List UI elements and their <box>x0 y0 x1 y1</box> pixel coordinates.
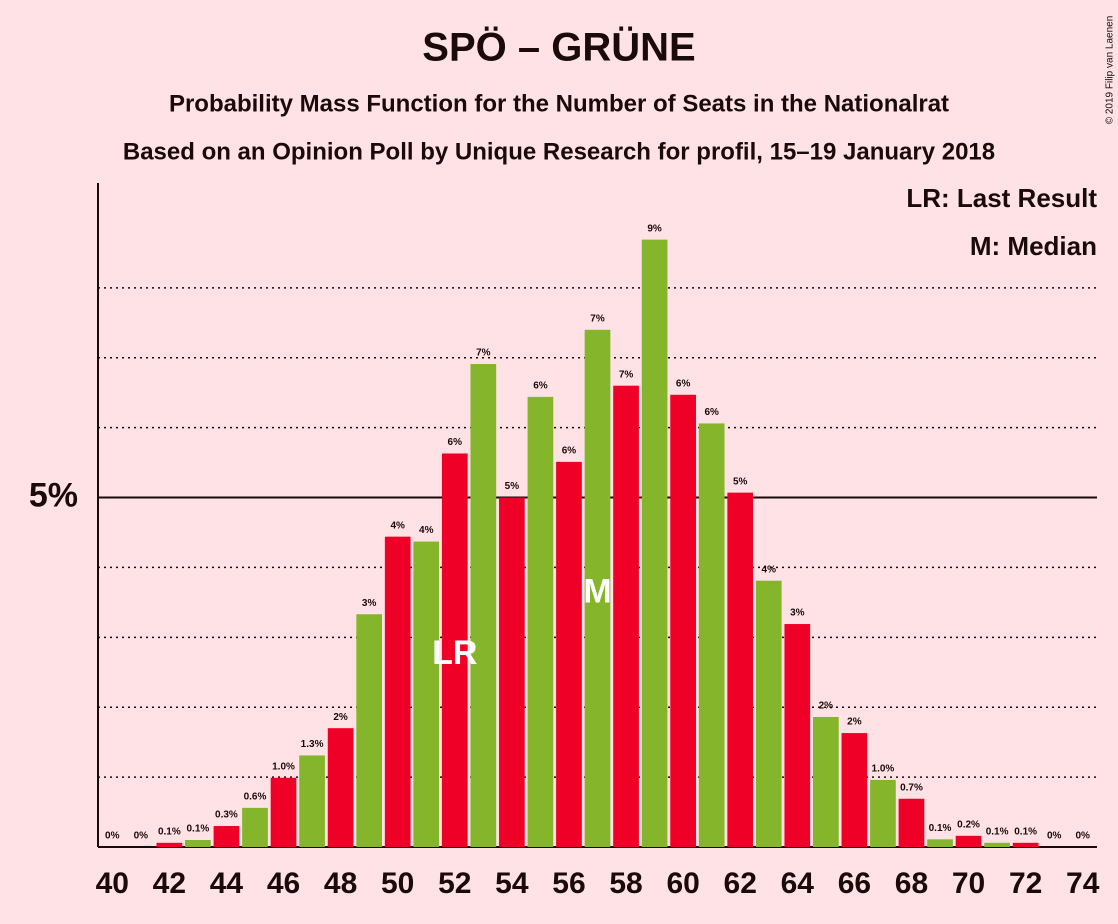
value-label: 0% <box>105 831 120 842</box>
value-label: 1.0% <box>872 764 895 775</box>
x-tick-label: 68 <box>895 867 928 900</box>
value-label: 7% <box>476 348 491 359</box>
value-label: 6% <box>704 407 719 418</box>
bar <box>698 423 725 847</box>
bar <box>755 580 782 847</box>
value-label: 4% <box>419 525 434 536</box>
x-tick-label: 62 <box>724 867 757 900</box>
chart-subtitle: Based on an Opinion Poll by Unique Resea… <box>123 138 995 165</box>
bar <box>527 396 554 847</box>
value-label: 6% <box>533 381 548 392</box>
bar <box>727 492 754 847</box>
x-tick-label: 60 <box>666 867 699 900</box>
x-tick-label: 56 <box>552 867 585 900</box>
value-label: 5% <box>733 476 748 487</box>
x-tick-label: 66 <box>838 867 871 900</box>
chart-title: SPÖ – GRÜNE <box>422 25 695 70</box>
x-tick-label: 44 <box>210 867 244 900</box>
value-label: 0% <box>134 831 149 842</box>
x-tick-label: 42 <box>153 867 186 900</box>
bar <box>841 733 868 847</box>
bar <box>185 840 211 847</box>
bar <box>784 624 811 847</box>
value-label: 7% <box>590 313 605 324</box>
value-label: 0.3% <box>215 810 238 821</box>
value-label: 1.0% <box>272 761 295 772</box>
x-tick-label: 72 <box>1009 867 1042 900</box>
x-tick-label: 74 <box>1066 867 1100 900</box>
bar <box>1012 842 1039 847</box>
value-label: 7% <box>619 369 634 380</box>
value-label: 0.1% <box>929 823 952 834</box>
x-tick-label: 64 <box>781 867 815 900</box>
x-tick-label: 52 <box>438 867 471 900</box>
value-label: 0% <box>1047 831 1062 842</box>
value-label: 9% <box>647 223 662 234</box>
x-tick-label: 46 <box>267 867 300 900</box>
value-label: 6% <box>448 437 463 448</box>
value-label: 2% <box>333 712 348 723</box>
value-label: 0.1% <box>187 824 210 835</box>
value-label: 3% <box>790 608 805 619</box>
value-label: 0.1% <box>1014 826 1037 837</box>
legend-entry: M: Median <box>970 231 1097 261</box>
bar <box>812 716 839 847</box>
value-label: 0.2% <box>957 819 980 830</box>
bar <box>584 329 611 848</box>
value-label: 1.3% <box>301 739 324 750</box>
x-tick-label: 70 <box>952 867 985 900</box>
bar <box>242 807 268 847</box>
value-label: 6% <box>676 378 691 389</box>
x-tick-label: 48 <box>324 867 357 900</box>
bar <box>384 536 411 847</box>
annotation: LR <box>432 634 477 672</box>
chart-subtitle: Probability Mass Function for the Number… <box>169 90 949 117</box>
value-label: 2% <box>847 717 862 728</box>
value-label: 0.1% <box>158 826 181 837</box>
bar <box>670 394 696 847</box>
bar <box>156 842 183 847</box>
copyright: © 2019 Filip van Laenen <box>1105 16 1116 125</box>
bar <box>470 364 497 847</box>
bar <box>556 461 582 847</box>
bar <box>413 541 440 847</box>
value-label: 0.6% <box>244 791 267 802</box>
bar <box>270 777 297 847</box>
x-tick-label: 40 <box>96 867 129 900</box>
bar <box>356 614 383 847</box>
x-tick-label: 50 <box>381 867 414 900</box>
x-tick-label: 58 <box>609 867 642 900</box>
bar <box>641 239 668 847</box>
value-label: 2% <box>819 701 834 712</box>
value-label: 6% <box>562 446 577 457</box>
value-label: 4% <box>762 564 777 575</box>
value-label: 5% <box>505 481 520 492</box>
bar <box>955 835 982 847</box>
value-label: 0.7% <box>900 782 923 793</box>
bar <box>299 755 325 847</box>
value-label: 3% <box>362 598 377 609</box>
bar <box>441 453 468 847</box>
bar <box>984 842 1010 847</box>
value-label: 0.1% <box>986 826 1009 837</box>
bar <box>613 385 639 847</box>
bar <box>870 779 896 847</box>
bar <box>499 497 525 847</box>
y-tick-label: 5% <box>29 477 78 515</box>
legend-entry: LR: Last Result <box>906 183 1097 213</box>
x-tick-label: 54 <box>495 867 529 900</box>
value-label: 0% <box>1076 831 1091 842</box>
bar <box>927 839 953 847</box>
bar <box>327 728 354 847</box>
value-label: 4% <box>390 520 405 531</box>
bar <box>898 798 925 847</box>
bar <box>213 826 240 847</box>
annotation: M <box>583 572 611 610</box>
